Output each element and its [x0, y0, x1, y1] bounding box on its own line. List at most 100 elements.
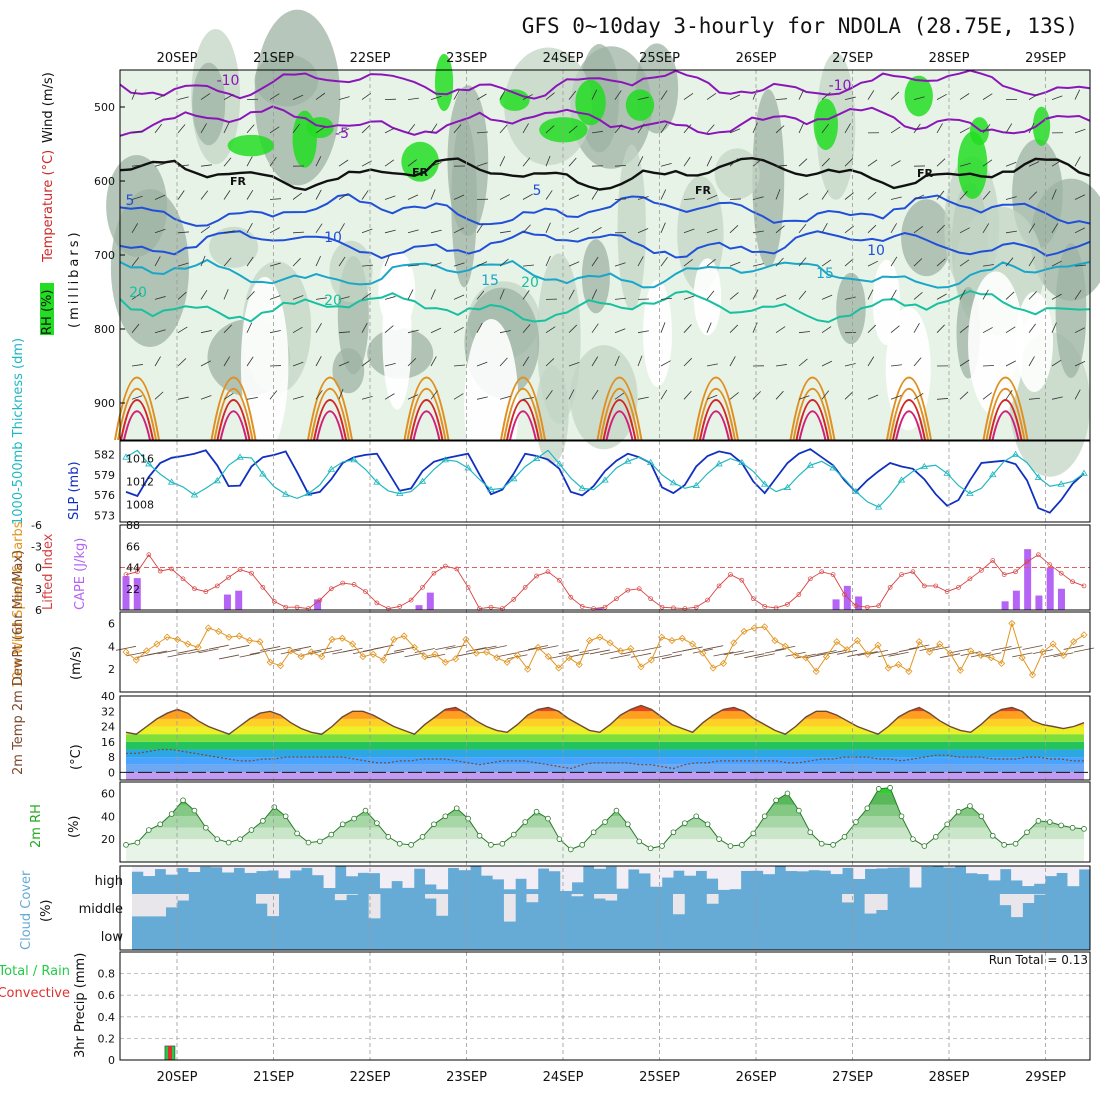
- warm-isotherm: [795, 399, 830, 441]
- cape-bar: [415, 605, 423, 610]
- rh-point: [1035, 818, 1042, 824]
- wind-speed-point: [843, 646, 851, 654]
- thickness-point: [487, 485, 495, 492]
- rh-point: [978, 813, 985, 820]
- cloud-gap-high: [289, 866, 302, 871]
- wind-speed-point: [967, 647, 975, 655]
- isotherm-line: [119, 230, 1091, 260]
- cloud-gap-high: [830, 866, 843, 875]
- lifted-index-point: [157, 568, 163, 574]
- surface-wind-barb: [610, 654, 631, 659]
- cloud-gap-high: [875, 866, 888, 869]
- date-label-top: 25SEP: [639, 51, 680, 66]
- surface-wind-barb: [703, 645, 724, 651]
- rh-shade: [110, 188, 190, 348]
- wind-barb: [545, 390, 553, 400]
- wind-speed-point: [297, 653, 305, 661]
- surface-wind-barb: [394, 646, 415, 652]
- wind-barb: [131, 130, 143, 134]
- lifted-index-point: [192, 586, 197, 592]
- warm-isotherm: [412, 410, 441, 441]
- wind-speed-point: [143, 647, 151, 655]
- y-tick-label: 700: [94, 249, 115, 262]
- wind-barb: [1051, 293, 1062, 300]
- cloud-gap-high: [864, 866, 877, 869]
- warm-isotherm: [117, 388, 157, 441]
- wind-barb: [177, 164, 189, 167]
- wind-barb: [453, 262, 465, 267]
- thickness-point: [167, 478, 176, 485]
- rh-point: [716, 836, 722, 842]
- wind-barb: [637, 330, 649, 334]
- wind-barb: [752, 196, 764, 200]
- wind-barb: [614, 124, 623, 134]
- cape-bar: [855, 596, 863, 610]
- lifted-index-point: [762, 604, 768, 609]
- wind-barb: [844, 96, 856, 100]
- cloud-fill: [132, 866, 1090, 950]
- wind-speed-point: [441, 658, 449, 666]
- wind-barb: [683, 259, 693, 267]
- wind-barb: [1028, 122, 1035, 134]
- cloud-gap-middle: [605, 894, 618, 901]
- date-label-bottom: 25SEP: [639, 1070, 680, 1085]
- wind-speed-point: [359, 653, 367, 661]
- wind-barb: [982, 365, 995, 367]
- wind-barb: [545, 92, 555, 100]
- wind-speed-point: [730, 639, 738, 647]
- thickness-tick-label: 579: [94, 469, 115, 482]
- slp-axis-label: SLP (mb): [67, 461, 82, 520]
- rh-point: [374, 820, 380, 826]
- cloud-gap-middle: [526, 894, 539, 903]
- cloud-gap-high: [887, 866, 899, 868]
- rh-point: [522, 819, 528, 825]
- cloud-gap-middle: [165, 894, 178, 908]
- wind-barb: [844, 296, 856, 300]
- surface-wind-barb: [342, 647, 363, 653]
- wind-barb: [384, 296, 396, 300]
- wind-barb: [200, 289, 208, 300]
- wind-barb: [246, 124, 255, 134]
- wind-barb: [844, 192, 854, 200]
- wind-barb: [982, 327, 993, 334]
- wind-barb: [246, 156, 253, 167]
- rh-shade: [209, 226, 259, 268]
- wind-speed-point: [647, 656, 655, 664]
- rh-high-shade: [625, 89, 655, 121]
- temp-band: [126, 764, 1084, 773]
- thickness-point: [327, 465, 335, 472]
- cloud-gap-middle: [132, 894, 166, 917]
- wind-barb: [522, 397, 534, 400]
- wind-barb: [729, 94, 741, 100]
- wind-barb: [591, 323, 599, 333]
- wind-barb: [361, 228, 373, 234]
- surface-wind-barb: [991, 646, 1012, 651]
- wind-barb: [407, 358, 417, 367]
- wind-barb: [131, 364, 143, 367]
- wind-barb: [867, 159, 878, 167]
- rh-point: [659, 843, 665, 849]
- cloud-gap-high: [571, 866, 584, 883]
- wind-barb: [315, 390, 323, 400]
- lifted-index-point: [351, 582, 357, 587]
- wind-speed-point: [421, 653, 429, 661]
- wind-barb: [476, 261, 488, 267]
- wind-speed-point: [627, 645, 635, 653]
- cloud-gap-high: [436, 866, 449, 890]
- wind-speed-point: [349, 640, 357, 648]
- wind-barb: [1028, 161, 1040, 167]
- surface-wind-barb: [651, 653, 672, 659]
- surface-wind-barb: [538, 645, 559, 651]
- wind-barb: [1051, 396, 1063, 400]
- rh-point: [225, 839, 232, 846]
- wind-barb: [269, 262, 281, 267]
- wind-barb: [499, 357, 508, 367]
- y-tick-label: 900: [94, 397, 115, 410]
- temp-fill-group: [126, 705, 1084, 780]
- wind-barb: [614, 392, 625, 400]
- cloud-gap-high: [684, 866, 697, 876]
- lifted-index-point: [374, 600, 380, 606]
- wind-speed-point: [318, 653, 326, 661]
- rh-point: [556, 836, 563, 842]
- thickness-point: [646, 458, 655, 465]
